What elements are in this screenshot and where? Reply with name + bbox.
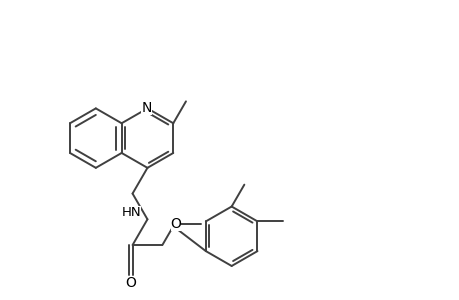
Text: HN: HN <box>122 206 141 219</box>
Text: N: N <box>141 101 151 116</box>
Text: O: O <box>170 218 181 231</box>
Text: O: O <box>125 276 136 290</box>
